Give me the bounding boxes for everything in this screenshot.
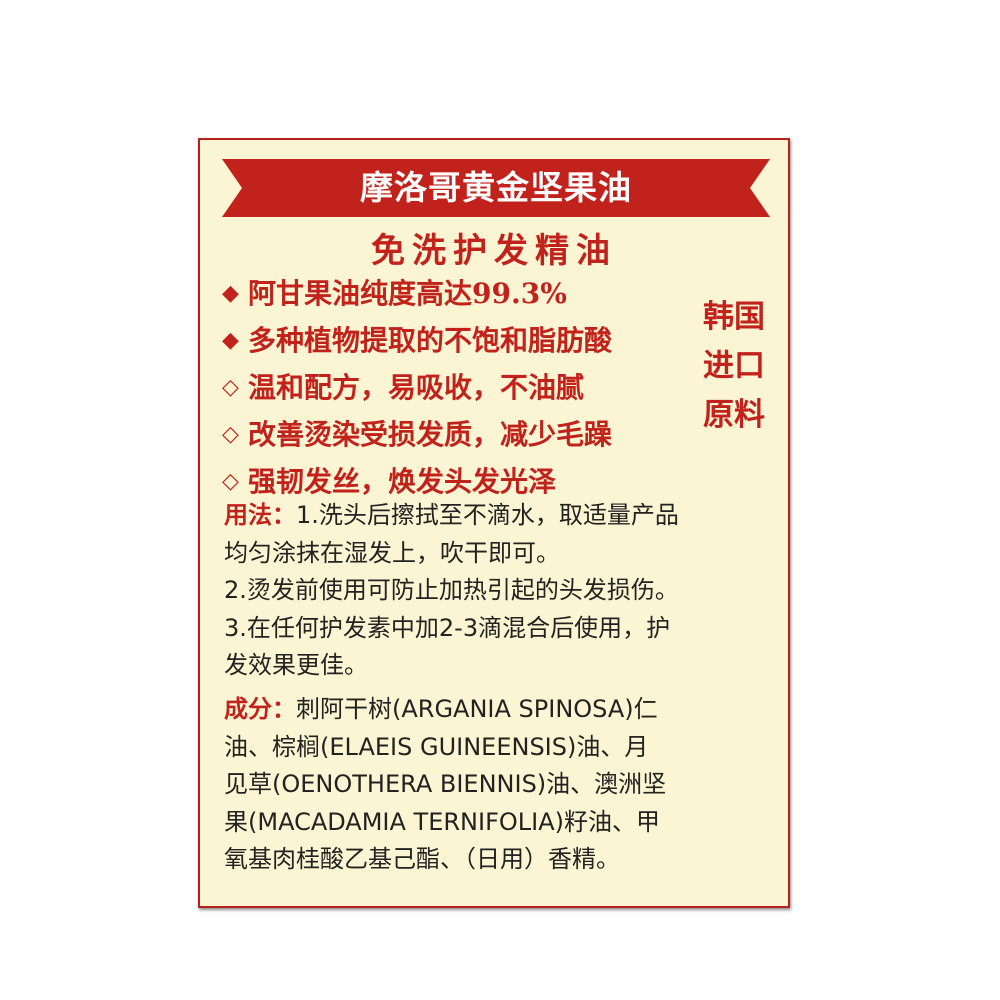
diamond-outline-icon: ◇: [222, 469, 239, 494]
product-label: 摩洛哥黄金坚果油 免洗护发精油 ◆ 阿甘果油纯度高达99.3% ◆ 多种植物提取…: [198, 138, 790, 908]
ingredients-line: 油、棕榈(ELAEIS GUINEENSIS)油、月: [224, 732, 649, 761]
feature-item: ◇ 温和配方，易吸收，不油腻: [222, 364, 692, 411]
ingredients-line: 见草(OENOTHERA BIENNIS)油、澳洲坚: [224, 770, 667, 798]
usage-line: 3.在任何护发素中加2-3滴混合后使用，护: [224, 613, 671, 642]
usage-line: 用法：1.洗头后擦拭至不滴水，取适量产品: [224, 497, 772, 535]
ingredients-line: 成分：刺阿干树(ARGANIA SPINOSA)仁: [224, 691, 772, 729]
diamond-filled-icon: ◆: [222, 328, 239, 353]
feature-item: ◆ 阿甘果油纯度高达99.3%: [222, 270, 692, 317]
feature-text: 改善烫染受损发质，减少毛躁: [248, 418, 613, 451]
ingredients-line: 氧基肉桂酸乙基己酯、（日用）香精。: [224, 845, 620, 873]
product-subtitle: 免洗护发精油: [371, 231, 617, 271]
feature-list: ◆ 阿甘果油纯度高达99.3% ◆ 多种植物提取的不饱和脂肪酸 ◇ 温和配方，易…: [222, 270, 692, 505]
feature-item: ◇ 强韧发丝，焕发头发光泽: [222, 458, 692, 505]
ingredients-section: 成分：刺阿干树(ARGANIA SPINOSA)仁 油、棕榈(ELAEIS GU…: [224, 691, 772, 879]
usage-line: 均匀涂抹在湿发上，吹干即可。: [224, 538, 560, 567]
diamond-filled-icon: ◆: [222, 281, 239, 306]
ingredients-heading: 成分：: [224, 695, 296, 723]
banner-title: 摩洛哥黄金坚果油: [360, 168, 632, 207]
ingredients-line: 果(MACADAMIA TERNIFOLIA)籽油、甲: [224, 807, 661, 836]
diamond-outline-icon: ◇: [222, 422, 239, 447]
feature-text: 温和配方，易吸收，不油腻: [248, 371, 585, 404]
ingredients-text: 刺阿干树(ARGANIA SPINOSA)仁: [296, 695, 658, 723]
feature-text: 阿甘果油纯度高达99.3%: [248, 277, 567, 310]
feature-text: 多种植物提取的不饱和脂肪酸: [248, 324, 613, 357]
origin-note: 韩国 进口 原料: [703, 299, 765, 433]
usage-section: 用法：1.洗头后擦拭至不滴水，取适量产品 均匀涂抹在湿发上，吹干即可。 2.烫发…: [224, 497, 772, 685]
diamond-outline-icon: ◇: [222, 375, 239, 400]
feature-text: 强韧发丝，焕发头发光泽: [248, 465, 557, 498]
usage-line: 发效果更佳。: [224, 651, 368, 679]
ribbon-banner-shape: [222, 159, 770, 217]
usage-line: 2.烫发前使用可防止加热引起的头发损伤。: [224, 576, 679, 604]
title-banner: 摩洛哥黄金坚果油: [222, 157, 770, 219]
usage-heading: 用法：: [224, 501, 296, 529]
feature-item: ◇ 改善烫染受损发质，减少毛躁: [222, 411, 692, 458]
feature-item: ◆ 多种植物提取的不饱和脂肪酸: [222, 317, 692, 364]
usage-text: 1.洗头后擦拭至不滴水，取适量产品: [296, 501, 679, 529]
